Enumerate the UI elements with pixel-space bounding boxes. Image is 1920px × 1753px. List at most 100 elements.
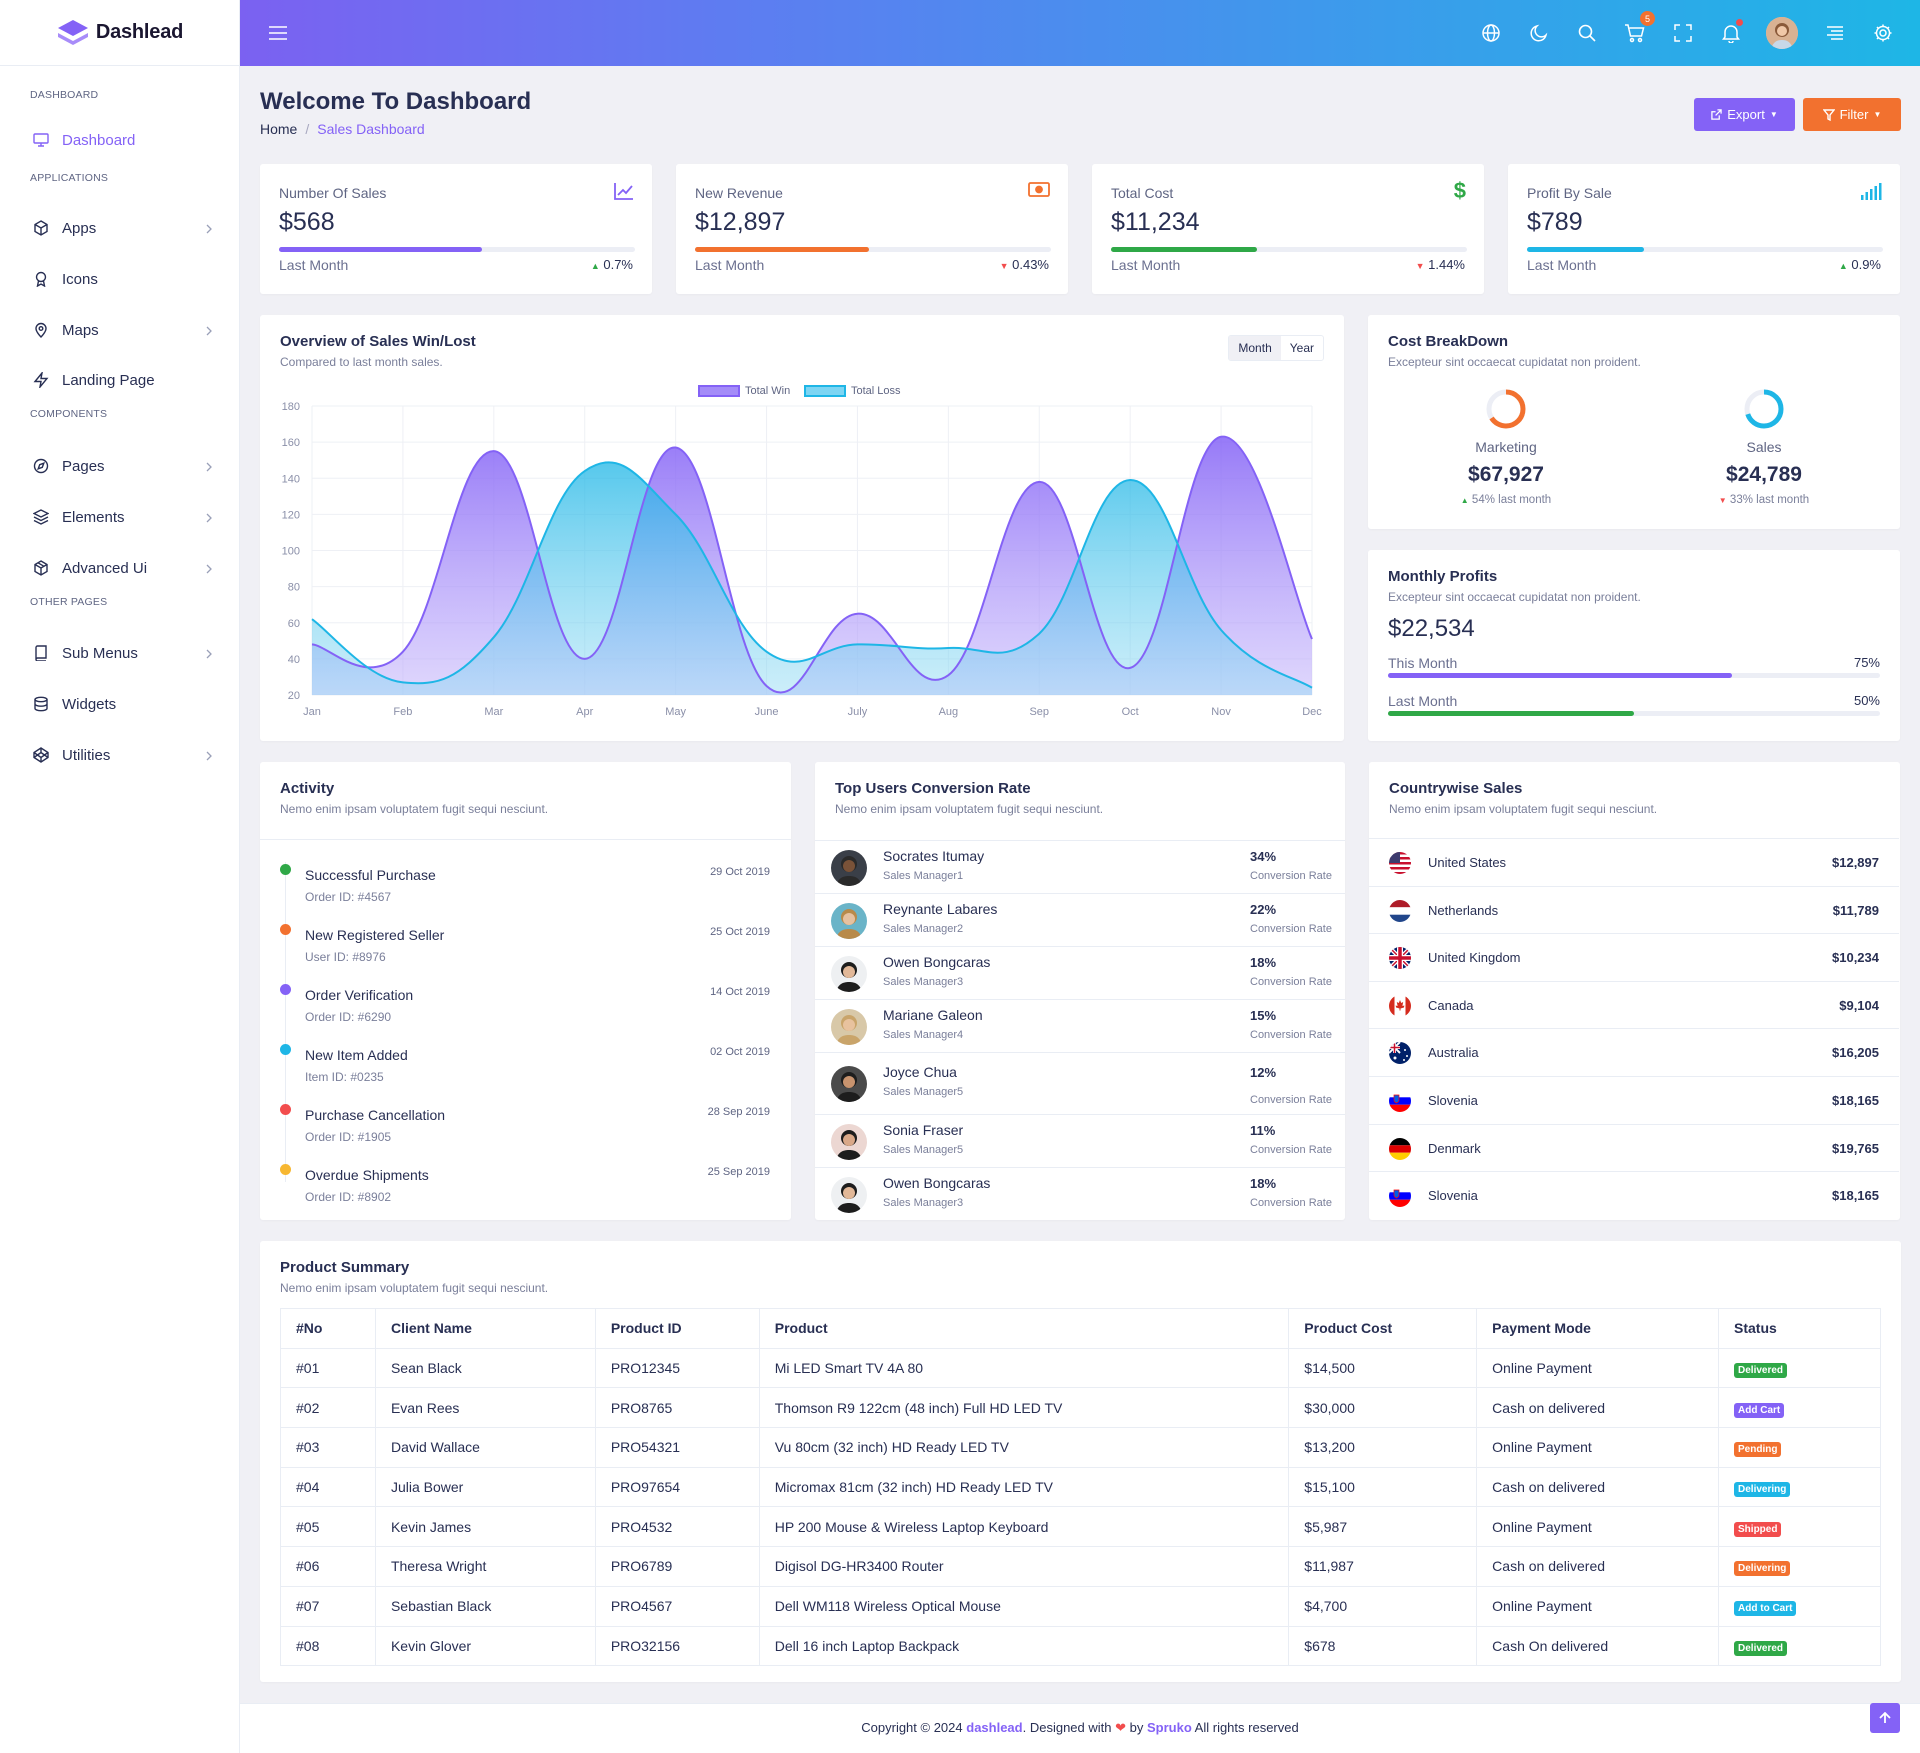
column-header[interactable]: Client Name	[374, 1308, 596, 1349]
breadcrumb-home[interactable]: Home	[260, 121, 298, 137]
sidebar-item-icons[interactable]: Icons	[0, 259, 239, 299]
last-month-progress	[1388, 711, 1880, 716]
data-point[interactable]	[398, 677, 408, 687]
legend-loss[interactable]: Total Loss	[804, 385, 901, 397]
fullscreen-icon[interactable]	[1671, 21, 1695, 45]
cube-icon	[32, 219, 50, 237]
de-flag-icon	[1389, 1137, 1411, 1160]
user-row[interactable]: Sonia Fraser Sales Manager5 11% Conversion …	[815, 1114, 1345, 1167]
user-name: Mariane Galeon	[883, 1006, 983, 1023]
data-point[interactable]	[943, 643, 953, 653]
data-point[interactable]	[762, 647, 772, 657]
sidebar-item-advanced-ui[interactable]: Advanced Ui	[0, 548, 239, 588]
column-header[interactable]: Product ID	[594, 1308, 760, 1349]
data-point[interactable]	[1307, 634, 1317, 644]
country-row[interactable]: Australia $16,205	[1369, 1028, 1899, 1076]
column-header[interactable]: Payment Mode	[1476, 1308, 1720, 1349]
sidebar-item-utilities[interactable]: Utilities	[0, 735, 239, 775]
data-point[interactable]	[489, 632, 499, 642]
export-button[interactable]: Export ▼	[1694, 98, 1795, 131]
stat-value: $789	[1527, 208, 1583, 236]
cart-icon[interactable]: 5	[1623, 11, 1655, 45]
country-row[interactable]: Canada $9,104	[1369, 980, 1899, 1029]
table-row[interactable]: #02 Evan Rees PRO8765 Thomson R9 122cm (48 …	[280, 1387, 1881, 1429]
globe-icon[interactable]	[1479, 21, 1503, 45]
search-icon[interactable]	[1575, 21, 1599, 45]
data-point[interactable]	[307, 614, 317, 624]
data-point[interactable]	[1125, 475, 1135, 485]
table-row[interactable]: #04 Julia Bower PRO97654 Micromax 81cm (32 …	[280, 1466, 1881, 1508]
footer-brand-link[interactable]: dashlead	[966, 1720, 1023, 1735]
data-point[interactable]	[307, 639, 317, 649]
sidebar-item-dashboard[interactable]: Dashboard	[0, 120, 239, 160]
stat-value: $12,897	[695, 208, 786, 236]
data-point[interactable]	[580, 466, 590, 476]
data-point[interactable]	[1125, 663, 1135, 673]
table-row[interactable]: #08 Kevin Glover PRO32156 Dell 16 inch Lapt…	[280, 1625, 1881, 1667]
moon-icon[interactable]	[1527, 21, 1551, 45]
toggle-year[interactable]: Year	[1289, 341, 1314, 355]
country-row[interactable]: United Kingdom $10,234	[1369, 933, 1899, 981]
activity-date: 29 Oct 2019	[710, 866, 770, 878]
sidebar-item-maps[interactable]: Maps	[0, 310, 239, 350]
footer-company-link[interactable]: Spruko	[1146, 1720, 1192, 1735]
cell-mode: Cash on delivered	[1476, 1387, 1720, 1429]
data-point[interactable]	[489, 446, 499, 456]
data-point[interactable]	[671, 443, 681, 453]
legend-win[interactable]: Total Win	[698, 385, 790, 397]
menu-icon[interactable]	[266, 21, 290, 45]
gear-icon[interactable]	[1871, 21, 1895, 45]
column-header[interactable]: Product Cost	[1288, 1308, 1478, 1349]
sidebar-item-sub-menus[interactable]: Sub Menus	[0, 633, 239, 673]
data-point[interactable]	[1034, 629, 1044, 639]
stat-card-profit: Profit By Sale $789 Last Month ▲ 0.9%	[1508, 164, 1900, 294]
y-tick-label: 20	[288, 690, 300, 702]
user-row[interactable]: Owen Bongcaras Sales Manager3 18% Conversio…	[815, 946, 1345, 999]
country-row[interactable]: Netherlands $11,789	[1369, 885, 1899, 934]
data-point[interactable]	[852, 609, 862, 619]
avatar[interactable]	[1766, 17, 1798, 49]
sidebar-item-elements[interactable]: Elements	[0, 497, 239, 537]
country-name: Australia	[1428, 1045, 1479, 1061]
data-point[interactable]	[1216, 432, 1226, 442]
country-row[interactable]: Denmark $19,765	[1369, 1123, 1899, 1172]
country-row[interactable]: Slovenia $18,165	[1369, 1171, 1899, 1219]
sidebar-item-landing-page[interactable]: Landing Page	[0, 360, 239, 400]
data-point[interactable]	[580, 654, 590, 664]
stat-value: $11,234	[1111, 208, 1200, 236]
country-row[interactable]: Slovenia $18,165	[1369, 1076, 1899, 1124]
filter-button[interactable]: Filter ▼	[1803, 98, 1901, 131]
table-row[interactable]: #01 Sean Black PRO12345 Mi LED Smart TV 4A …	[280, 1347, 1881, 1389]
table-row[interactable]: #03 David Wallace PRO54321 Vu 80cm (32 inch…	[280, 1427, 1881, 1468]
table-row[interactable]: #07 Sebastian Black PRO4567 Dell WM118 Wire…	[280, 1585, 1881, 1627]
bell-icon[interactable]	[1719, 19, 1743, 45]
back-to-top-button[interactable]	[1870, 1703, 1900, 1733]
data-point[interactable]	[943, 670, 953, 680]
user-row[interactable]: Socrates Itumay Sales Manager1 34% Conversi…	[815, 840, 1345, 893]
user-row[interactable]: Reynante Labares Sales Manager2 22% Convers…	[815, 893, 1345, 946]
user-row[interactable]: Mariane Galeon Sales Manager4 15% Conversio…	[815, 999, 1345, 1052]
conversion-label: Conversion Rate	[1250, 869, 1332, 882]
column-header[interactable]: Product	[758, 1308, 1290, 1349]
user-row[interactable]: Joyce Chua Sales Manager5 12% Conversion Ra…	[815, 1052, 1345, 1114]
country-row[interactable]: United States $12,897	[1369, 838, 1899, 886]
data-point[interactable]	[1034, 477, 1044, 487]
table-row[interactable]: #05 Kevin James PRO4532 HP 200 Mouse & Wire…	[280, 1506, 1881, 1548]
data-point[interactable]	[1307, 683, 1317, 693]
sidebar-item-widgets[interactable]: Widgets	[0, 684, 239, 724]
column-header[interactable]: Status	[1718, 1308, 1881, 1349]
user-row[interactable]: Owen Bongcaras Sales Manager3 18% Conversio…	[815, 1167, 1345, 1220]
align-right-icon[interactable]	[1823, 21, 1847, 45]
sidebar-item-apps[interactable]: Apps	[0, 208, 239, 248]
data-point[interactable]	[762, 681, 772, 691]
data-point[interactable]	[671, 509, 681, 519]
data-point[interactable]	[398, 647, 408, 657]
data-point[interactable]	[852, 639, 862, 649]
sidebar-item-pages[interactable]: Pages	[0, 446, 239, 486]
toggle-month[interactable]: Month	[1229, 336, 1281, 360]
cell-status: Delivering	[1718, 1466, 1881, 1508]
brand-logo[interactable]: Dashlead	[0, 0, 239, 66]
column-header[interactable]: #No	[280, 1308, 376, 1349]
table-row[interactable]: #06 Theresa Wright PRO6789 Digisol DG-HR340…	[280, 1546, 1881, 1587]
data-point[interactable]	[1216, 625, 1226, 635]
